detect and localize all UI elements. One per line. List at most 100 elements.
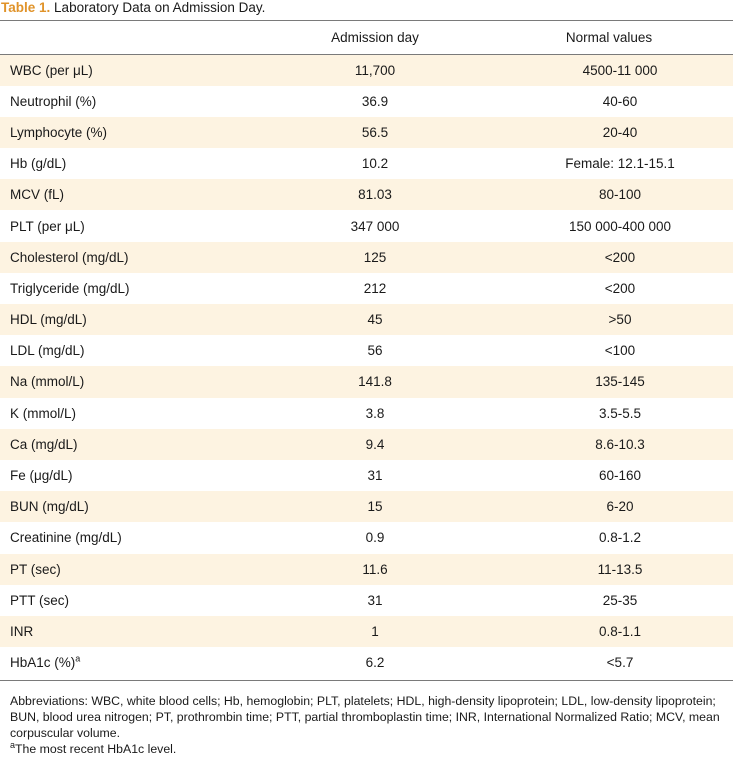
parameter-cell: MCV (fL): [0, 179, 265, 210]
normal-range-cell: 8.6-10.3: [595, 436, 645, 452]
parameter-cell: Hb (g/dL): [0, 148, 265, 179]
normal-range-cell: 0.8-1.1: [598, 623, 642, 639]
table-row: BUN (mg/dL) 15 6-20: [0, 491, 733, 523]
parameter-cell: LDL (mg/dL): [0, 335, 265, 366]
parameter-cell: Fe (μg/dL): [0, 460, 265, 491]
parameter-name: Lymphocyte (%): [10, 124, 108, 140]
lab-data-table: Admission day Normal values WBC (per μL)…: [0, 20, 733, 679]
parameter-name: Creatinine (mg/dL): [10, 530, 122, 546]
table-body: WBC (per μL) 11,700 4500-11 000 Neutrophil …: [0, 54, 733, 679]
parameter-name: Cholesterol (mg/dL): [10, 249, 129, 265]
parameter-cell: BUN (mg/dL): [0, 491, 265, 522]
parameter-name: Hb (g/dL): [10, 156, 67, 172]
parameter-cell: Lymphocyte (%): [0, 117, 265, 148]
normal-range-cell: 25-35: [602, 592, 638, 608]
admission-value-cell: 31: [367, 592, 383, 608]
table-row: Cholesterol (mg/dL) 125 <200: [0, 241, 733, 273]
parameter-name: Ca (mg/dL): [10, 436, 78, 452]
parameter-name: HDL (mg/dL): [10, 312, 87, 328]
parameter-cell: PLT (per μL): [0, 210, 265, 241]
admission-value-cell: 125: [363, 249, 387, 265]
parameter-cell: Neutrophil (%): [0, 86, 265, 117]
parameter-name: K (mmol/L): [10, 405, 77, 421]
parameter-name: INR: [10, 623, 34, 639]
table-row: WBC (per μL) 11,700 4500-11 000: [0, 54, 733, 86]
parameter-cell: Creatinine (mg/dL): [0, 522, 265, 553]
parameter-name: BUN (mg/dL): [10, 499, 89, 515]
table-row: Lymphocyte (%) 56.5 20-40: [0, 116, 733, 149]
parameter-cell: Ca (mg/dL): [0, 429, 265, 460]
header-normal-values: Normal values: [565, 30, 653, 45]
admission-value-cell: 11.6: [362, 561, 388, 577]
table-row: MCV (fL) 81.03 80-100: [0, 179, 733, 211]
normal-range-cell: 3.5-5.5: [598, 405, 642, 421]
footnote-marker: a: [75, 653, 81, 664]
table-row: Neutrophil (%) 36.9 40-60: [0, 85, 733, 117]
admission-value-cell: 0.9: [365, 530, 385, 546]
parameter-name: PT (sec): [10, 561, 61, 577]
parameter-name: WBC (per μL): [10, 62, 93, 78]
table-title: Laboratory Data on Admission Day.: [54, 0, 266, 15]
parameter-name: Triglyceride (mg/dL): [10, 280, 130, 296]
parameter-name: PLT (per μL): [10, 218, 85, 234]
parameter-name: LDL (mg/dL): [10, 343, 85, 359]
normal-range-cell: 11-13.5: [597, 561, 643, 577]
admission-value-cell: 141.8: [358, 374, 392, 390]
parameter-cell: HDL (mg/dL): [0, 304, 265, 335]
admission-value-cell: 81.03: [358, 187, 392, 203]
normal-range-cell: <200: [604, 280, 636, 296]
normal-range-cell: 0.8-1.2: [598, 530, 642, 546]
normal-range-cell: 150 000-400 000: [568, 218, 672, 234]
table-label: Table 1.: [1, 0, 51, 15]
parameter-cell: Triglyceride (mg/dL): [0, 273, 265, 304]
abbreviations-note: Abbreviations: WBC, white blood cells; H…: [10, 694, 720, 741]
normal-range-cell: 60-160: [598, 468, 642, 484]
normal-range-cell: >50: [608, 312, 632, 328]
table-row: PLT (per μL) 347 000 150 000-400 000: [0, 210, 733, 242]
parameter-cell: Na (mmol/L): [0, 366, 265, 397]
admission-value-cell: 45: [367, 312, 383, 328]
admission-value-cell: 6.2: [365, 655, 385, 671]
footnote-text: The most recent HbA1c level.: [15, 742, 177, 757]
admission-value-cell: 56: [367, 343, 383, 359]
table-row: INR 1 0.8-1.1: [0, 615, 733, 648]
table-header-row: Admission day Normal values: [0, 20, 733, 55]
table-row: Triglyceride (mg/dL) 212 <200: [0, 272, 733, 304]
admission-value-cell: 1: [371, 623, 379, 639]
admission-value-cell: 11,700: [354, 62, 396, 78]
parameter-name: PTT (sec): [10, 592, 70, 608]
admission-value-cell: 3.8: [365, 405, 385, 421]
footnote-a: aThe most recent HbA1c level.: [10, 741, 723, 757]
parameter-cell: Cholesterol (mg/dL): [0, 242, 265, 273]
parameter-cell: PT (sec): [0, 554, 265, 585]
table-row: PTT (sec) 31 25-35: [0, 584, 733, 616]
normal-range-cell: <200: [604, 249, 636, 265]
parameter-name: HbA1c (%): [10, 655, 76, 671]
normal-range-cell: 80-100: [598, 187, 642, 203]
parameter-cell: HbA1c (%)a: [0, 647, 265, 678]
table-row: HbA1c (%)a 6.2 <5.7: [0, 647, 733, 679]
admission-value-cell: 56.5: [361, 124, 389, 140]
admission-value-cell: 9.4: [365, 436, 385, 452]
parameter-name: MCV (fL): [10, 187, 64, 203]
header-parameter: [0, 21, 265, 55]
admission-value-cell: 31: [367, 468, 383, 484]
table-row: Creatinine (mg/dL) 0.9 0.8-1.2: [0, 522, 733, 554]
normal-range-cell: 6-20: [606, 499, 634, 515]
parameter-cell: PTT (sec): [0, 585, 265, 616]
admission-value-cell: 347 000: [350, 218, 400, 234]
table-row: LDL (mg/dL) 56 <100: [0, 335, 733, 367]
normal-range-cell: Female: 12.1-15.1: [565, 156, 675, 172]
table-row: Ca (mg/dL) 9.4 8.6-10.3: [0, 428, 733, 460]
normal-range-cell: <100: [604, 343, 636, 359]
parameter-name: Na (mmol/L): [10, 374, 85, 390]
footnote-marker: a: [10, 740, 16, 751]
normal-range-cell: 135-145: [595, 374, 645, 390]
header-admission-day: Admission day: [331, 30, 419, 45]
parameter-cell: K (mmol/L): [0, 398, 265, 429]
table-row: Fe (μg/dL) 31 60-160: [0, 459, 733, 492]
normal-range-cell: 20-40: [602, 124, 638, 140]
table-row: HDL (mg/dL) 45 >50: [0, 304, 733, 336]
table-row: Hb (g/dL) 10.2 Female: 12.1-15.1: [0, 148, 733, 180]
parameter-cell: WBC (per μL): [0, 55, 265, 86]
